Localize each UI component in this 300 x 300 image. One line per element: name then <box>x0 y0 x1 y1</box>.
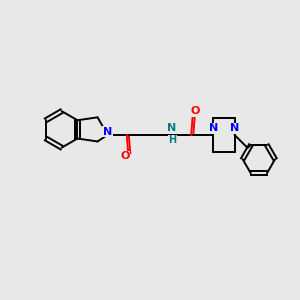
Text: N: N <box>230 123 239 134</box>
Text: N: N <box>103 127 112 137</box>
Text: O: O <box>190 106 200 116</box>
Text: N: N <box>209 123 218 134</box>
Text: H: H <box>168 135 176 145</box>
Text: O: O <box>120 151 130 161</box>
Text: N: N <box>167 123 177 134</box>
